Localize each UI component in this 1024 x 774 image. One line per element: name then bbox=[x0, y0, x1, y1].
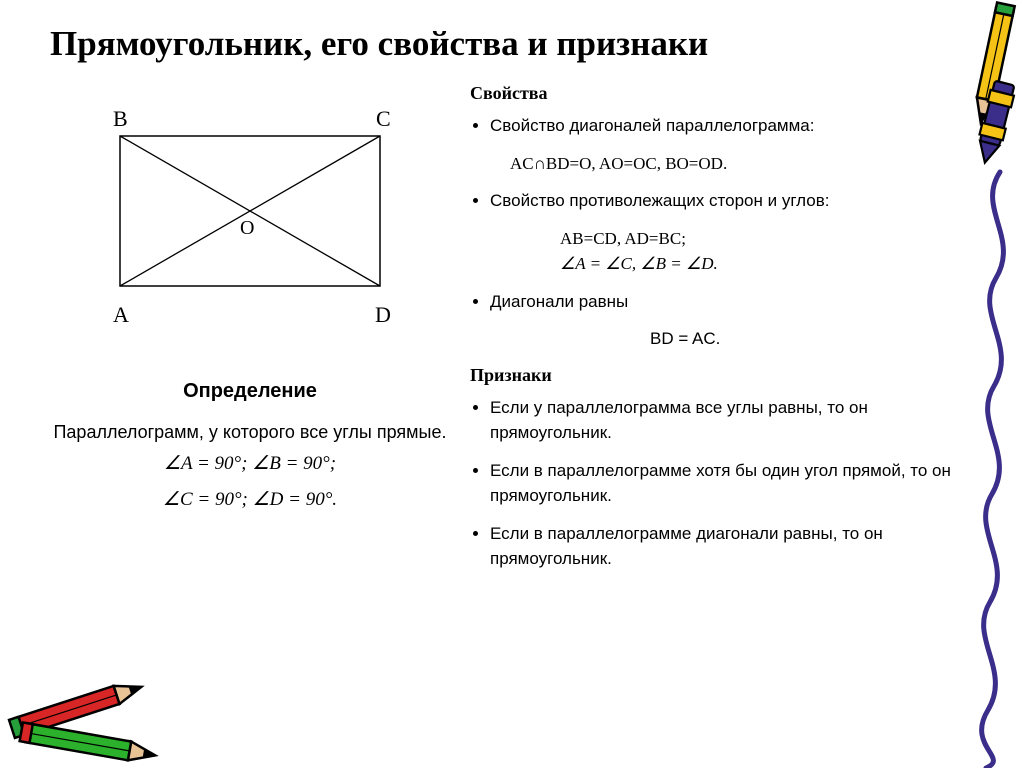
definition-title: Определение bbox=[183, 380, 317, 403]
vertex-b: B bbox=[113, 106, 128, 131]
definition-math-1: ∠A = 90°; ∠B = 90°; bbox=[164, 446, 336, 482]
vertex-c: C bbox=[376, 106, 391, 131]
definition-math-2: ∠C = 90°; ∠D = 90°. bbox=[163, 482, 337, 518]
crayon-squiggle-right-icon bbox=[966, 78, 1024, 768]
property-3-math: BD = AC. bbox=[470, 326, 974, 352]
page-title: Прямоугольник, его свойства и признаки bbox=[50, 24, 974, 64]
properties-heading: Свойства bbox=[470, 80, 974, 107]
signs-heading: Признаки bbox=[470, 362, 974, 389]
property-1-math: AC∩BD=O, AO=OC, BO=OD. bbox=[470, 151, 974, 177]
property-2-math-1: AB=CD, AD=BC; bbox=[470, 226, 974, 252]
center-o: O bbox=[240, 217, 254, 239]
sign-1: Если у параллелограмма все углы равны, т… bbox=[490, 395, 974, 446]
property-3: Диагонали равны bbox=[490, 289, 974, 315]
vertex-d: D bbox=[375, 302, 391, 327]
property-2-math-2: ∠A = ∠C, ∠B = ∠D. bbox=[470, 251, 974, 277]
pencils-bottom-left-icon bbox=[6, 654, 166, 774]
vertex-a: A bbox=[113, 302, 129, 327]
property-2: Свойство противолежащих сторон и углов: bbox=[490, 188, 974, 214]
sign-2: Если в параллелограмме хотя бы один угол… bbox=[490, 458, 974, 509]
sign-3: Если в параллелограмме диагонали равны, … bbox=[490, 521, 974, 572]
rectangle-diagram: B C A D O bbox=[50, 100, 450, 360]
definition-text: Параллелограмм, у которого все углы прям… bbox=[53, 419, 446, 446]
property-1: Свойство диагоналей параллелограмма: bbox=[490, 113, 974, 139]
